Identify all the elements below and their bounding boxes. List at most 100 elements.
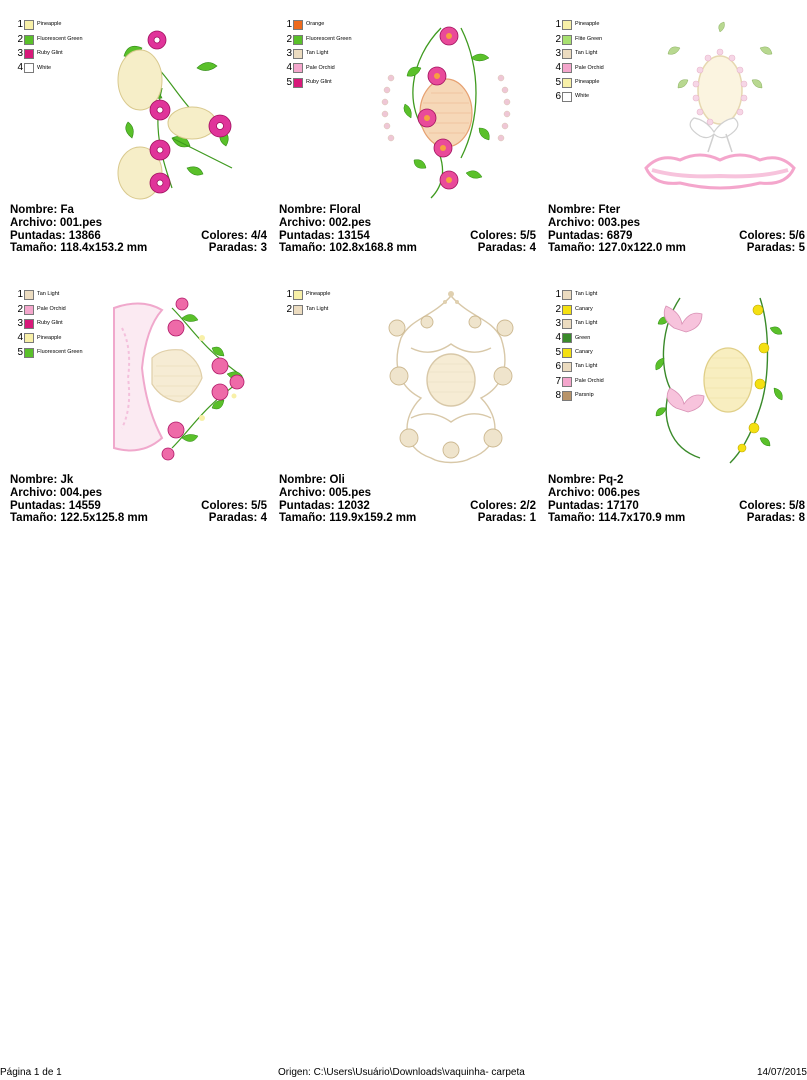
- thread-color-name: Pale Orchid: [575, 64, 604, 71]
- origin-path: Origen: C:\Users\Usuário\Downloads\vaqui…: [278, 1067, 525, 1078]
- design-file-value: 001.pes: [59, 216, 103, 229]
- embroidery-preview-fter: [644, 21, 796, 190]
- design-stops: Paradas: 3: [209, 242, 267, 255]
- design-size-label: Tamaño:: [548, 242, 596, 255]
- design-size: Tamaño: 102.8x168.8 mm: [279, 242, 417, 255]
- info-row: Nombre: Jk: [10, 474, 267, 487]
- thread-number: 3: [555, 317, 561, 329]
- design-stops-label: Paradas:: [208, 512, 258, 525]
- design-info: Nombre: Jk Archivo: 004.pes Puntadas: 1455…: [10, 474, 267, 525]
- thread-number: 1: [286, 289, 292, 301]
- design-stops: Paradas: 4: [478, 242, 536, 255]
- design-file-label: Archivo:: [548, 486, 595, 499]
- thread-number: 4: [286, 62, 292, 74]
- design-size-label: Tamaño:: [10, 242, 58, 255]
- info-row: Archivo: 005.pes: [279, 487, 536, 500]
- design-size: Tamaño: 118.4x153.2 mm: [10, 242, 147, 255]
- info-row: Tamaño: 102.8x168.8 mm Paradas: 4: [279, 242, 536, 255]
- info-row: Nombre: Floral: [279, 204, 536, 217]
- design-colors-label: Colores:: [201, 229, 248, 242]
- design-size-label: Tamaño:: [548, 512, 596, 525]
- thread-number: 3: [17, 47, 23, 59]
- thread-color-swatch: [562, 63, 572, 74]
- design-name-value: Oli: [329, 474, 345, 486]
- design-size-value: 119.9x159.2 mm: [329, 512, 417, 525]
- thread-color-row: 6 White: [553, 90, 663, 104]
- design-stops-label: Paradas:: [746, 242, 796, 255]
- design-name-label: Nombre:: [548, 204, 596, 216]
- design-colors-label: Colores:: [470, 499, 517, 512]
- thread-number: 5: [286, 76, 292, 88]
- thread-color-name: Pale Orchid: [306, 64, 335, 71]
- design-colors-value: 5/5: [251, 499, 267, 512]
- design-stops: Paradas: 1: [478, 512, 536, 525]
- thread-number: 6: [555, 91, 561, 103]
- design-file-value: 005.pes: [328, 486, 372, 499]
- design-stitches: Puntadas: 17170: [548, 500, 639, 513]
- thread-color-legend: 1 Pineapple 2 Flite Green 3 Tan Light 4 Pale Or…: [553, 18, 663, 104]
- design-stitches: Puntadas: 14559: [10, 500, 101, 513]
- info-row: Nombre: Fa: [10, 204, 267, 217]
- design-name-label: Nombre:: [548, 474, 596, 486]
- info-row: Puntadas: 13154 Colores: 5/5: [279, 230, 536, 243]
- thread-color-name: White: [37, 64, 52, 71]
- design-colors-value: 5/8: [789, 499, 805, 512]
- thread-color-swatch: [562, 48, 572, 59]
- design-stitches: Puntadas: 6879: [548, 230, 632, 243]
- thread-number: 2: [286, 303, 292, 315]
- design-stops-value: 3: [260, 242, 267, 255]
- design-file: Archivo: 001.pes: [10, 217, 102, 230]
- thread-color-row: 3 Ruby Glint: [15, 47, 125, 61]
- info-row: Archivo: 004.pes: [10, 487, 267, 500]
- design-card: 1 Pineapple 2 Tan Light Nombre: Oli Archivo:…: [279, 288, 539, 538]
- design-colors: Colores: 2/2: [470, 500, 536, 513]
- design-name: Nombre: Jk: [10, 474, 73, 487]
- design-card: 1 Pineapple 2 Fluorescent Green 3 Ruby Glint 4…: [10, 18, 270, 268]
- info-row: Archivo: 003.pes: [548, 217, 805, 230]
- thread-color-name: Ruby Glint: [37, 50, 63, 57]
- thread-color-swatch: [24, 333, 34, 344]
- design-size-value: 127.0x122.0 mm: [598, 242, 686, 255]
- info-row: Tamaño: 127.0x122.0 mm Paradas: 5: [548, 242, 805, 255]
- thread-color-name: Tan Light: [575, 363, 598, 370]
- design-stitches: Puntadas: 12032: [279, 500, 370, 513]
- thread-color-name: Pineapple: [37, 21, 62, 28]
- design-card: 1 Orange 2 Fluorescent Green 3 Tan Light 4 Pale…: [279, 18, 539, 268]
- thread-color-row: 1 Pineapple: [553, 18, 663, 32]
- thread-color-row: 4 Pale Orchid: [553, 61, 663, 75]
- thread-color-name: Ruby Glint: [37, 320, 63, 327]
- design-stops: Paradas: 4: [209, 512, 267, 525]
- design-stitches-value: 12032: [337, 499, 370, 512]
- info-row: Puntadas: 14559 Colores: 5/5: [10, 500, 267, 513]
- thread-color-name: Ruby Glint: [306, 79, 332, 85]
- design-stitches-label: Puntadas:: [548, 229, 604, 242]
- design-size-label: Tamaño:: [279, 512, 327, 525]
- design-name: Nombre: Floral: [279, 204, 361, 217]
- thread-color-name: Tan Light: [575, 50, 598, 57]
- design-size: Tamaño: 119.9x159.2 mm: [279, 512, 416, 525]
- thread-color-swatch: [24, 63, 34, 74]
- embroidery-preview-floral: [381, 26, 511, 199]
- design-stitches-value: 14559: [68, 499, 101, 512]
- thread-color-row: 2 Fluorescent Green: [284, 32, 394, 46]
- thread-color-name: Pineapple: [575, 21, 600, 28]
- thread-color-legend: 1 Tan Light 2 Canary 3 Tan Light 4 Green 5 Canary…: [553, 288, 663, 403]
- design-preview: [371, 288, 531, 470]
- thread-color-swatch: [562, 362, 572, 373]
- thread-color-row: 4 Pineapple: [15, 331, 125, 345]
- design-card: 1 Tan Light 2 Pale Orchid 3 Ruby Glint 4 Pineap…: [10, 288, 270, 538]
- design-preview: [102, 18, 262, 200]
- thread-color-name: Fluorescent Green: [37, 349, 83, 355]
- thread-color-swatch: [293, 48, 303, 59]
- thread-number: 1: [17, 289, 23, 301]
- thread-color-row: 3 Tan Light: [553, 317, 663, 331]
- thread-color-row: 5 Canary: [553, 346, 663, 360]
- design-colors-value: 5/5: [520, 229, 536, 242]
- thread-color-swatch: [293, 34, 303, 45]
- thread-color-name: Flite Green: [575, 35, 603, 42]
- design-name-value: Floral: [329, 204, 361, 216]
- info-row: Nombre: Fter: [548, 204, 805, 217]
- thread-color-name: Tan Light: [306, 50, 329, 57]
- design-info: Nombre: Floral Archivo: 002.pes Puntadas: …: [279, 204, 536, 255]
- thread-color-name: Orange: [306, 21, 325, 28]
